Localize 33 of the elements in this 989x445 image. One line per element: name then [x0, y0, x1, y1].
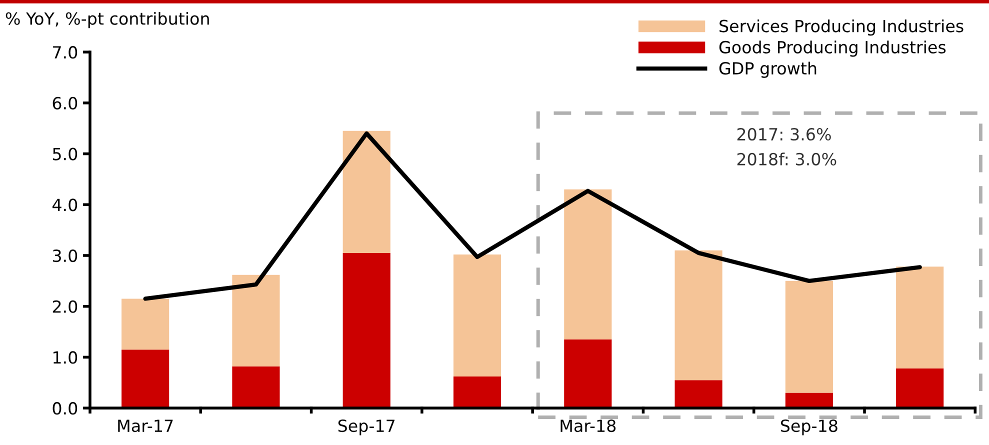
bar [896, 266, 944, 368]
legend-label: Services Producing Industries [720, 19, 964, 36]
x-tick-label: Mar-18 [560, 419, 616, 432]
bar [232, 366, 280, 408]
bar [232, 274, 280, 366]
y-tick-label: 1.0 [54, 351, 78, 364]
x-tick-label: Sep-17 [338, 419, 394, 436]
bar [564, 339, 612, 408]
y-tick-label: 4.0 [52, 198, 78, 212]
x-tick-label: Mar-17 [118, 420, 173, 432]
annotation: 2018f: 3.0% [737, 152, 836, 166]
y-axis-title: % YoY, %-pt contribution [6, 12, 209, 28]
bar [122, 350, 170, 408]
bar [342, 252, 390, 408]
y-tick-label: 2.0 [52, 300, 78, 313]
legend-label: GDP growth [719, 62, 816, 78]
bar [785, 280, 833, 393]
bar [674, 380, 722, 408]
bar [342, 130, 390, 253]
bar [564, 189, 612, 340]
bar [453, 254, 502, 377]
annotation: 2017: 3.6% [737, 128, 831, 141]
x-tick-label: Sep-18 [780, 419, 838, 436]
y-tick-label: 3.0 [52, 249, 78, 262]
bar [453, 376, 502, 408]
y-tick-label: 0.0 [52, 402, 78, 415]
y-tick-label: 5.0 [52, 148, 78, 160]
y-tick-label: 7.0 [53, 46, 78, 59]
bar [122, 298, 170, 350]
bar [674, 250, 722, 380]
bar [896, 368, 944, 408]
y-tick-label: 6.0 [52, 96, 78, 110]
legend-label: Goods Producing Industries [719, 40, 946, 57]
